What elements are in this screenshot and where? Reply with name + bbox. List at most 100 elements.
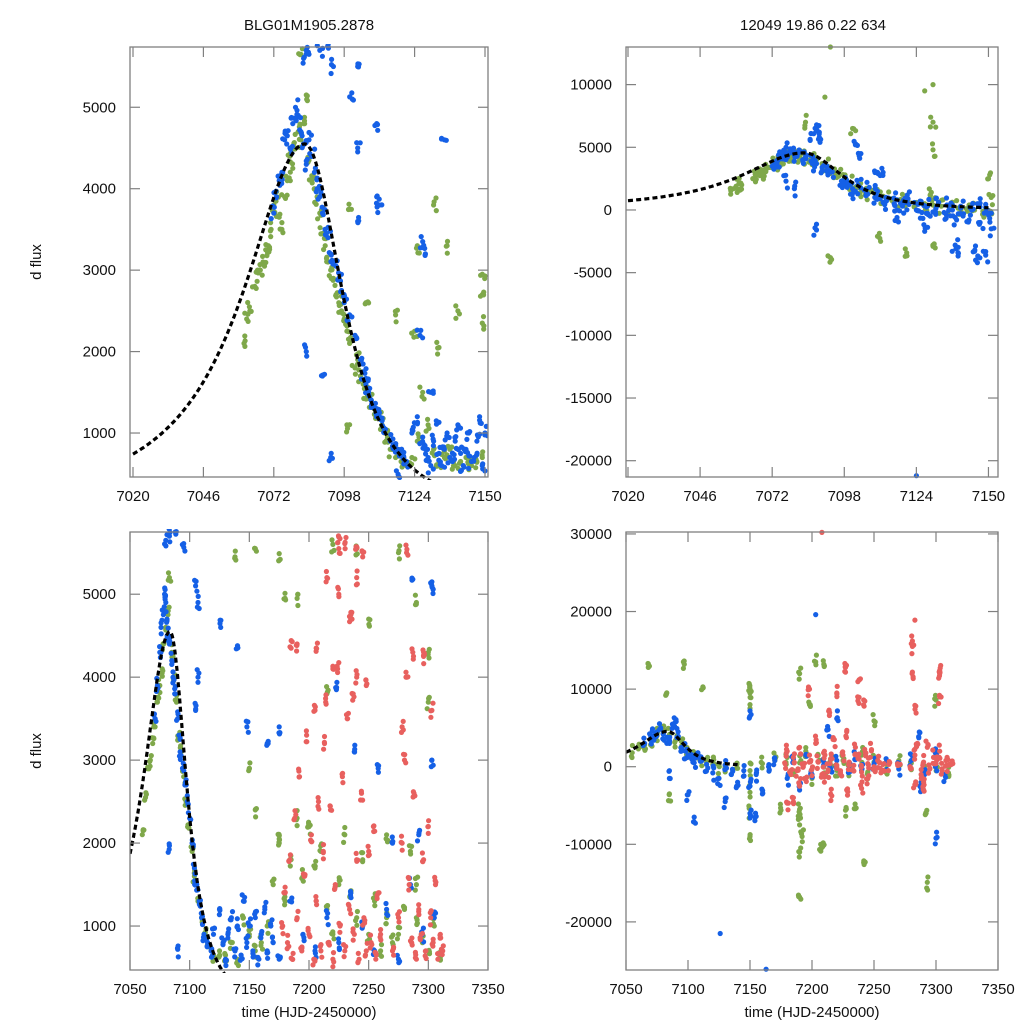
data-point <box>372 949 378 955</box>
data-point <box>972 247 978 253</box>
data-point <box>958 211 964 217</box>
data-point <box>301 934 307 941</box>
data-point <box>341 831 347 837</box>
data-point <box>325 44 331 49</box>
data-point <box>866 765 872 771</box>
data-point <box>315 795 321 801</box>
data-point <box>390 436 396 442</box>
data-point <box>192 882 198 888</box>
ylabel-top-left: d flux <box>28 244 45 280</box>
data-point <box>339 310 345 316</box>
data-point <box>783 742 790 748</box>
data-point <box>738 180 744 186</box>
data-point <box>927 765 933 771</box>
data-point <box>295 591 301 598</box>
data-point <box>276 724 282 730</box>
data-point <box>932 153 938 159</box>
data-point <box>394 936 400 942</box>
data-point <box>277 955 283 961</box>
data-point <box>777 801 784 807</box>
x-tick-label: 7098 <box>328 488 361 505</box>
data-point <box>428 764 434 770</box>
data-point <box>282 590 288 596</box>
panel-top-left: 7020 7046 7072 7098 7124 7150 1000 2000 3000 4000… <box>83 44 502 505</box>
data-point <box>365 843 371 850</box>
data-point <box>783 178 789 184</box>
data-point <box>276 842 282 848</box>
data-point <box>293 812 299 818</box>
data-point <box>290 950 296 957</box>
data-point <box>922 812 928 818</box>
data-point <box>171 677 177 683</box>
data-point <box>747 789 753 795</box>
data-point <box>420 647 426 653</box>
data-point <box>168 650 174 656</box>
data-point <box>937 748 943 754</box>
panel-top-right: 7020 7046 7072 7098 7124 7150 -20000 -15000 -100… <box>565 44 1005 505</box>
data-point <box>939 766 945 772</box>
data-point <box>678 748 684 754</box>
data-point <box>359 850 365 856</box>
data-point <box>916 729 922 735</box>
data-point <box>287 852 293 858</box>
data-point <box>991 225 997 231</box>
data-point <box>174 717 180 723</box>
data-point <box>441 464 448 470</box>
data-point <box>300 60 306 66</box>
x-tick-label: 7124 <box>398 488 431 505</box>
data-point <box>269 917 275 923</box>
data-point <box>391 952 397 958</box>
data-point <box>247 308 253 314</box>
data-point <box>828 786 834 792</box>
data-point <box>747 794 753 800</box>
data-point <box>268 216 274 222</box>
data-point <box>938 771 944 777</box>
data-point <box>374 895 380 902</box>
data-point <box>313 189 319 195</box>
data-point <box>778 805 784 811</box>
data-point <box>290 121 296 127</box>
data-point <box>330 950 337 956</box>
data-point <box>161 604 167 610</box>
data-point <box>353 680 359 686</box>
data-point <box>930 119 936 125</box>
data-point <box>195 593 201 600</box>
data-point <box>795 801 802 807</box>
data-point <box>232 548 238 554</box>
data-point <box>855 755 861 761</box>
x-tick-label: 7350 <box>981 981 1014 998</box>
data-point <box>372 122 378 129</box>
data-point <box>803 745 809 751</box>
data-point <box>722 795 728 802</box>
y-tick-label: -20000 <box>565 914 612 931</box>
data-point <box>852 801 858 807</box>
data-point <box>355 857 361 863</box>
data-point <box>355 145 361 151</box>
data-point <box>814 765 820 772</box>
data-point <box>433 208 439 214</box>
data-point <box>253 908 260 914</box>
data-point <box>296 136 302 142</box>
axes-frame <box>129 46 489 478</box>
data-point <box>781 147 787 153</box>
data-point <box>784 185 791 191</box>
data-point <box>481 326 487 332</box>
data-point <box>391 944 397 950</box>
x-tick-label: 7098 <box>828 488 861 505</box>
data-point <box>925 212 931 218</box>
data-point <box>934 829 940 835</box>
data-point <box>811 131 817 137</box>
data-point <box>864 781 870 787</box>
data-point <box>405 674 411 680</box>
data-point <box>480 461 486 467</box>
data-point <box>483 423 488 429</box>
data-point <box>331 936 337 942</box>
y-tick-label: 3000 <box>83 262 116 279</box>
data-point <box>949 248 955 254</box>
data-point <box>356 61 362 67</box>
data-point <box>985 259 991 265</box>
plot-area <box>130 529 446 973</box>
data-point <box>797 805 803 811</box>
data-point <box>783 750 789 756</box>
data-point <box>232 555 238 561</box>
